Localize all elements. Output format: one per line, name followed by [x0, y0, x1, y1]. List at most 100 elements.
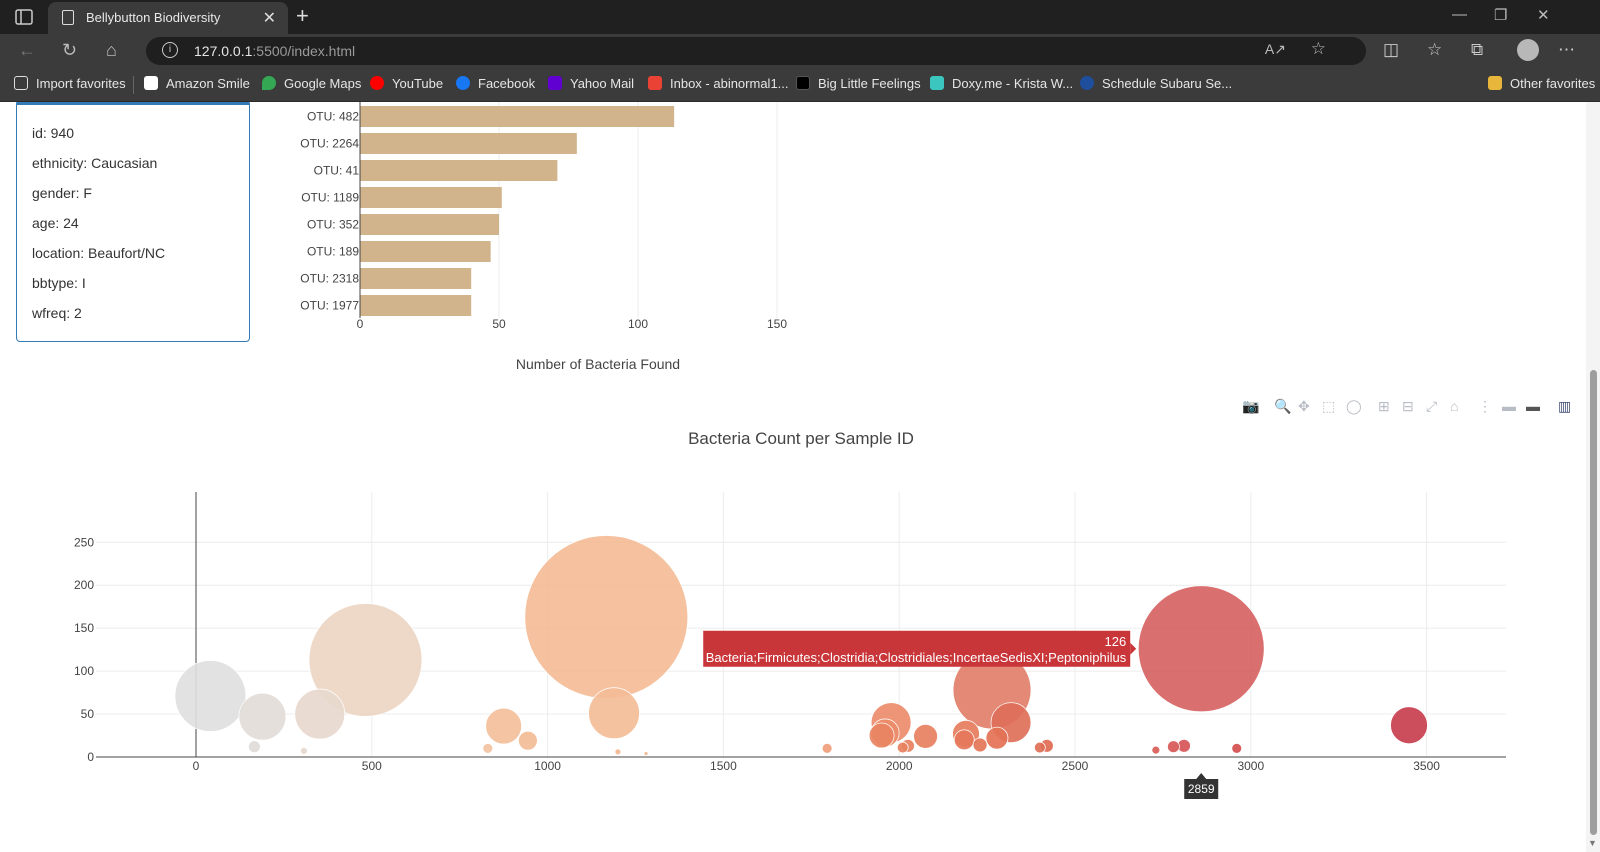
minimize-icon[interactable]: — — [1452, 6, 1467, 23]
bookmark-amazon-smile[interactable]: Amazon Smile — [144, 76, 250, 91]
metadata-id: id: 940 — [32, 125, 75, 141]
bar-category-label: OTU: 41 — [314, 164, 360, 178]
bar-category-label: OTU: 1189 — [301, 191, 359, 205]
bubble[interactable] — [1033, 741, 1046, 754]
pan-icon[interactable]: ✥ — [1298, 398, 1310, 414]
bubble[interactable] — [821, 743, 833, 754]
hover-tooltip-value: 126 — [1105, 634, 1127, 649]
bubble[interactable] — [1167, 740, 1180, 754]
bubble[interactable] — [174, 660, 247, 732]
info-icon[interactable]: i — [162, 42, 178, 58]
demographic-info-panel: id: 940 ethnicity: Caucasian gender: F a… — [16, 102, 250, 342]
bar[interactable] — [360, 295, 472, 316]
zoom-icon[interactable]: 🔍 — [1274, 398, 1292, 414]
bookmark-google-maps[interactable]: Google Maps — [262, 76, 361, 91]
bookmark-big-little-feelings[interactable]: Big Little Feelings — [796, 76, 921, 91]
bubble[interactable] — [1137, 585, 1265, 713]
hover-x-label-text: 2859 — [1188, 782, 1215, 796]
bubble[interactable] — [524, 535, 689, 699]
bar-chart[interactable]: 0 50 100 150 OTU: 482 OTU: 2264 OTU: 41 OTU: 11… — [0, 102, 800, 382]
bubble[interactable] — [953, 729, 975, 751]
refresh-icon[interactable]: ↻ — [62, 40, 78, 60]
bubble-y-tick-label: 250 — [74, 535, 94, 549]
favorites-icon[interactable]: ☆ — [1427, 40, 1443, 59]
bar[interactable] — [360, 106, 675, 127]
autoscale-icon[interactable]: ⤢ — [1426, 398, 1438, 414]
spike-lines-icon[interactable]: ⋮ — [1478, 398, 1492, 414]
hover-closest-icon[interactable]: ▬ — [1502, 398, 1516, 414]
bookmark-doxy[interactable]: Doxy.me - Krista W... — [930, 76, 1073, 91]
bubble[interactable] — [588, 687, 640, 740]
read-aloud-icon[interactable]: A↗ — [1264, 41, 1286, 57]
bubble-x-tick-label: 1000 — [534, 759, 561, 773]
plotly-logo-icon[interactable]: ▥ — [1558, 398, 1572, 414]
bubble[interactable] — [518, 730, 538, 751]
home-icon[interactable]: ⌂ — [106, 40, 117, 60]
bubble-y-tick-label: 100 — [74, 664, 94, 678]
bar-x-tick-label: 150 — [767, 317, 787, 331]
bookmark-inbox[interactable]: Inbox - abinormal1... — [648, 76, 789, 91]
bar[interactable] — [360, 241, 491, 262]
bubble[interactable] — [308, 603, 423, 717]
tab-active[interactable]: Bellybutton Biodiversity ✕ — [48, 2, 288, 34]
zoom-in-icon[interactable]: ⊞ — [1378, 398, 1390, 414]
bubble-y-tick-label: 0 — [87, 750, 94, 764]
hover-compare-icon[interactable]: ▬ — [1526, 398, 1540, 414]
window-close-icon[interactable]: ✕ — [1537, 7, 1550, 24]
bookmark-other-favorites[interactable]: Other favorites — [1488, 76, 1595, 91]
back-icon[interactable]: ← — [18, 40, 36, 60]
scroll-down-icon[interactable]: ▼ — [1588, 838, 1597, 848]
bar[interactable] — [360, 133, 577, 154]
bar[interactable] — [360, 160, 558, 181]
box-select-icon[interactable]: ⬚ — [1322, 398, 1336, 414]
collections-icon[interactable]: ⧉ — [1471, 40, 1484, 59]
folder-icon — [1488, 76, 1502, 90]
bubble[interactable] — [972, 737, 988, 753]
bookmark-import-favorites[interactable]: Import favorites — [14, 76, 126, 91]
bubble[interactable] — [868, 722, 895, 749]
bubble[interactable] — [300, 747, 308, 755]
bookmark-yahoo-mail[interactable]: Yahoo Mail — [548, 76, 634, 91]
bubble[interactable] — [913, 723, 938, 749]
bubble-x-tick-label: 500 — [362, 759, 382, 773]
tab-actions-icon[interactable] — [14, 7, 34, 27]
restore-icon[interactable]: ❐ — [1494, 7, 1508, 24]
bubble[interactable] — [485, 707, 523, 745]
bubble-chart[interactable]: Bacteria Count per Sample ID 0 50 100 150 200… — [0, 102, 1586, 852]
close-tab-icon[interactable]: ✕ — [262, 10, 276, 27]
bar[interactable] — [360, 268, 472, 289]
import-icon — [14, 76, 28, 90]
bubble[interactable] — [643, 751, 649, 756]
bubble[interactable] — [1151, 745, 1161, 755]
hover-tooltip: 126Bacteria;Firmicutes;Clostridia;Clostr… — [703, 630, 1137, 667]
bookmark-youtube[interactable]: YouTube — [370, 76, 443, 91]
bubble[interactable] — [896, 741, 909, 754]
bubble[interactable] — [985, 726, 1009, 750]
new-tab-icon[interactable]: + — [296, 3, 309, 28]
bar-category-label: OTU: 1977 — [300, 299, 359, 313]
favorite-star-icon[interactable]: ☆ — [1310, 39, 1326, 58]
bookmark-facebook[interactable]: Facebook — [456, 76, 535, 91]
bar[interactable] — [360, 187, 502, 208]
more-menu-icon[interactable]: ⋯ — [1558, 40, 1575, 59]
bubble[interactable] — [1390, 706, 1428, 745]
zoom-out-icon[interactable]: ⊟ — [1402, 398, 1414, 414]
facebook-icon — [456, 76, 470, 90]
profile-avatar[interactable] — [1517, 39, 1539, 61]
reset-axes-icon[interactable]: ⌂ — [1450, 398, 1459, 414]
bubble[interactable] — [238, 692, 287, 741]
camera-icon[interactable]: 📷 — [1242, 398, 1260, 414]
address-bar[interactable]: i 127.0.0.1:5500/index.html A↗ ☆ — [146, 37, 1366, 65]
split-screen-icon[interactable]: ◫ — [1383, 40, 1400, 59]
bubble-x-tick-label: 2000 — [886, 759, 913, 773]
bar[interactable] — [360, 214, 499, 235]
lasso-select-icon[interactable]: ◯ — [1346, 398, 1362, 414]
scrollbar-thumb[interactable] — [1590, 370, 1597, 835]
bubble[interactable] — [1231, 743, 1243, 754]
bubble[interactable] — [614, 748, 622, 756]
bubble[interactable] — [482, 743, 494, 754]
bookmark-subaru[interactable]: Schedule Subaru Se... — [1080, 76, 1232, 91]
url-text[interactable]: 127.0.0.1:5500/index.html — [194, 43, 356, 59]
bubble[interactable] — [247, 740, 261, 754]
bubble[interactable] — [294, 688, 346, 740]
